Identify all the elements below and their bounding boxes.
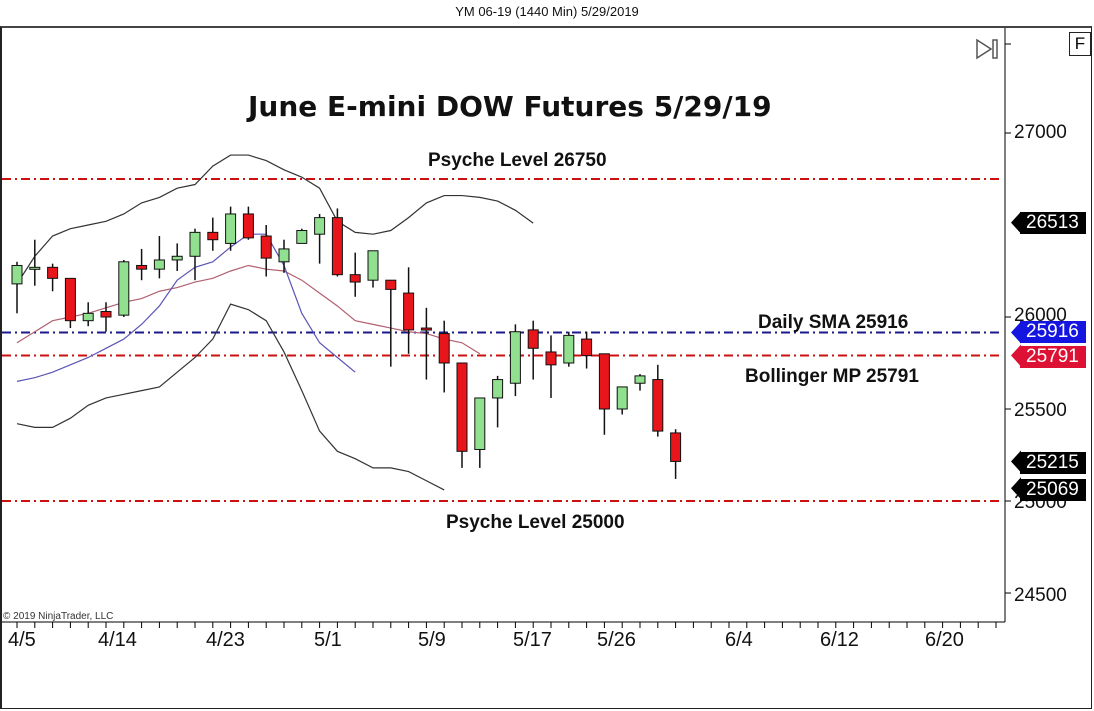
annotation-psyche-high: Psyche Level 26750 [428,150,607,171]
x-tick-4-5: 4/5 [8,629,36,651]
price-badge-25215: 25215 [1020,452,1086,474]
annotation-bollinger: Bollinger MP 25791 [745,366,919,387]
y-tick-27000: 27000 [1014,122,1067,143]
y-tick-24500: 24500 [1014,585,1067,606]
price-badge-26513: 26513 [1020,212,1086,234]
x-tick-6-4: 6/4 [725,629,753,651]
price-badge-25069: 25069 [1020,479,1086,501]
x-tick-5-9: 5/9 [418,629,446,651]
x-tick-5-17: 5/17 [513,629,552,651]
x-tick-4-14: 4/14 [98,629,137,651]
skip-to-end-icon[interactable] [975,37,999,66]
x-tick-4-23: 4/23 [206,629,245,651]
copyright-notice: © 2019 NinjaTrader, LLC [3,611,114,622]
annotation-sma: Daily SMA 25916 [758,312,909,333]
chart-frame [0,26,1092,709]
price-badge-25791: 25791 [1020,346,1086,368]
chart-title: June E-mini DOW Futures 5/29/19 [248,90,772,123]
x-tick-5-1: 5/1 [314,629,342,651]
price-badge-25916: 25916 [1020,321,1086,343]
x-tick-5-26: 5/26 [597,629,636,651]
f-button[interactable]: F [1069,32,1091,56]
x-tick-6-20: 6/20 [925,629,964,651]
x-tick-6-12: 6/12 [820,629,859,651]
annotation-psyche-low: Psyche Level 25000 [446,512,625,533]
y-tick-25500: 25500 [1014,400,1067,421]
y-tick-26000: 26000 [1014,305,1067,326]
window-title: YM 06-19 (1440 Min) 5/29/2019 [455,4,639,19]
